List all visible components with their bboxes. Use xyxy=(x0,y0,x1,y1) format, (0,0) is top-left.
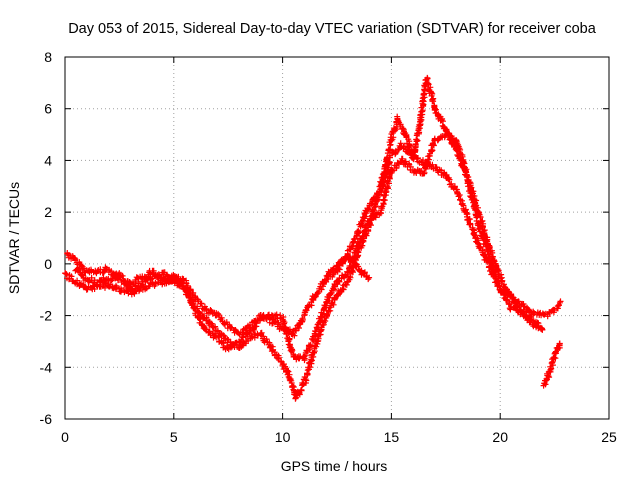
x-tick-label: 25 xyxy=(601,429,617,445)
plot-frame xyxy=(64,56,610,420)
series-track-D xyxy=(323,251,373,283)
x-tick-label: 10 xyxy=(275,429,291,445)
y-tick-label: 4 xyxy=(44,152,52,168)
y-tick-label: 8 xyxy=(44,49,52,65)
chart-title: Day 053 of 2015, Sidereal Day-to-day VTE… xyxy=(68,21,597,37)
y-axis-label: SDTVAR / TECUs xyxy=(6,182,22,294)
y-tick-label: 6 xyxy=(44,101,52,117)
y-tick-label: 2 xyxy=(44,204,52,220)
series-markers xyxy=(72,130,546,364)
data-points xyxy=(62,74,564,402)
y-tick-labels: -6 -4 -2 0 2 4 6 8 xyxy=(40,49,53,427)
x-tick-label: 5 xyxy=(170,429,178,445)
axis-ticks xyxy=(64,56,610,420)
x-tick-label: 0 xyxy=(61,429,69,445)
series-markers xyxy=(323,251,373,283)
x-tick-label: 15 xyxy=(384,429,400,445)
y-tick-label: -2 xyxy=(40,308,53,324)
y-tick-label: 0 xyxy=(44,256,52,272)
x-tick-labels: 0 5 10 15 20 25 xyxy=(61,429,617,445)
grid-lines xyxy=(65,57,609,419)
x-axis-label: GPS time / hours xyxy=(281,458,388,474)
y-tick-label: -6 xyxy=(40,411,53,427)
series-track-C xyxy=(72,130,546,364)
series-track-E xyxy=(540,340,563,389)
x-tick-label: 20 xyxy=(492,429,508,445)
y-tick-label: -4 xyxy=(40,359,53,375)
series-markers xyxy=(540,340,563,389)
